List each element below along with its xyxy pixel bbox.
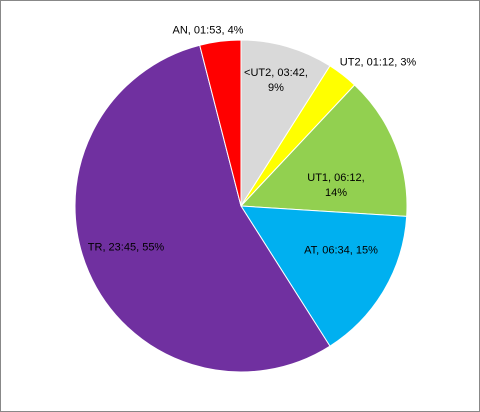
pie-slice <box>199 39 242 207</box>
slice-label: <UT2, 03:42, 9% <box>244 67 308 94</box>
slice-label: AT, 06:34, 15% <box>304 244 378 257</box>
pie-slice <box>239 84 408 217</box>
pie-slice <box>74 44 331 373</box>
slice-label: AN, 01:53, 4% <box>172 24 244 37</box>
slice-label: TR, 23:45, 55% <box>87 241 165 254</box>
pie-slice <box>240 205 408 347</box>
pie-slice <box>240 39 331 208</box>
slice-label: UT2, 01:12, 3% <box>339 56 417 69</box>
slice-label: UT1, 06:12, 14% <box>307 172 365 199</box>
